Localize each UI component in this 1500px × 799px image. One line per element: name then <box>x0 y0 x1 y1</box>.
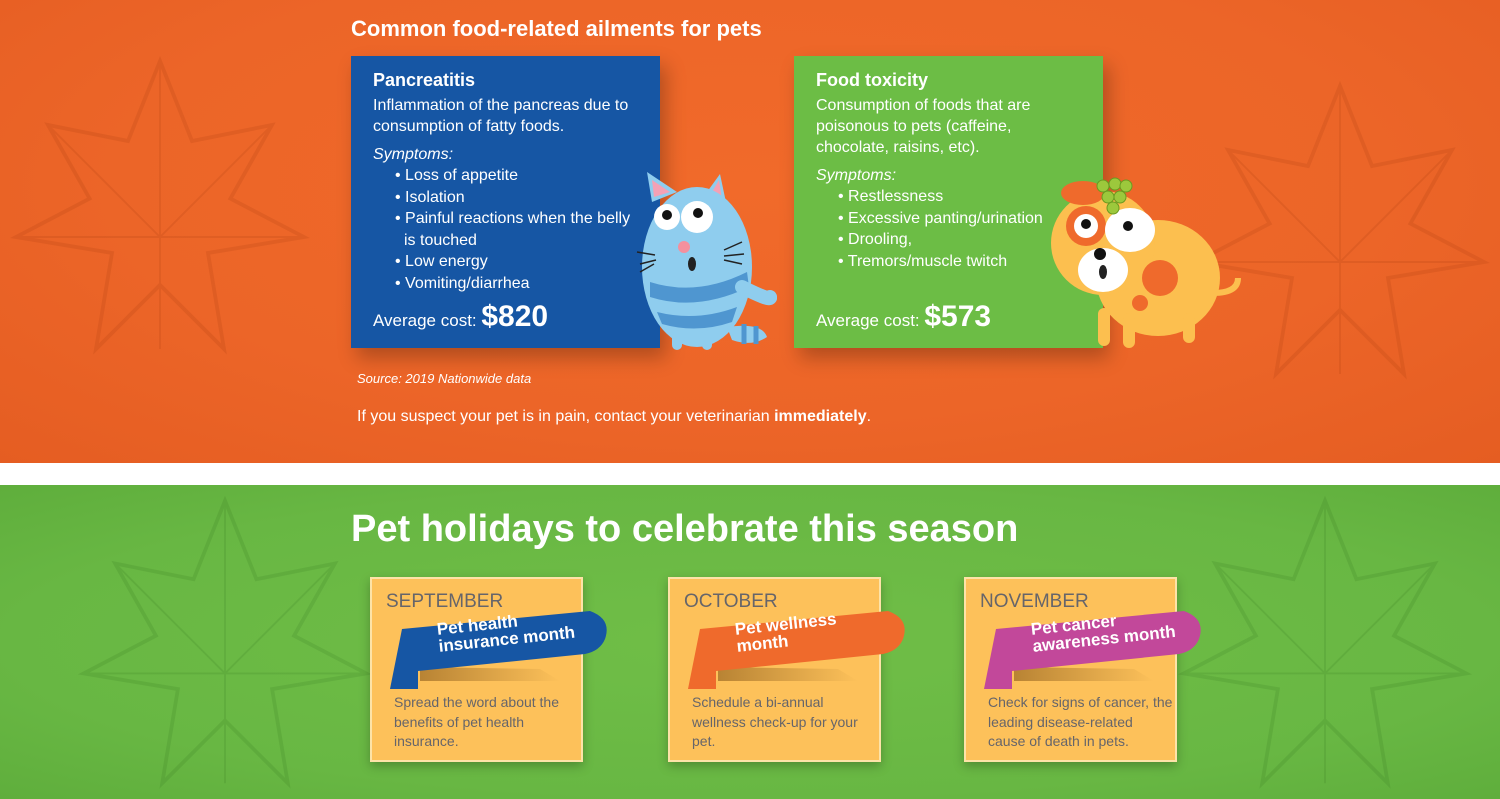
holiday-ribbon: Pet wellness month <box>688 609 910 694</box>
holiday-description: Check for signs of cancer, the leading d… <box>988 694 1173 749</box>
holiday-description: Spread the word about the benefits of pe… <box>394 694 560 749</box>
month-label: OCTOBER <box>684 591 778 612</box>
pancreatitis-card: Pancreatitis Inflammation of the pancrea… <box>351 56 660 348</box>
note-bold: immediately <box>774 408 867 425</box>
holidays-title: Pet holidays to celebrate this season <box>351 508 1019 550</box>
symptom-item: Painful reactions when the belly is touc… <box>395 208 638 251</box>
ailments-title: Common food-related ailments for pets <box>351 16 762 41</box>
average-cost: Average cost: $573 <box>816 300 991 334</box>
cat-illustration-icon <box>636 172 777 350</box>
cost-value: $573 <box>924 300 992 333</box>
source-note: Source: 2019 Nationwide data <box>357 371 532 386</box>
symptom-item: Excessive panting/urination <box>838 208 1081 230</box>
cost-label: Average cost: <box>373 311 477 330</box>
vet-advice: If you suspect your pet is in pain, cont… <box>357 408 871 426</box>
symptom-item: Isolation <box>395 187 638 209</box>
symptom-list: Restlessness Excessive panting/urination… <box>816 186 1081 272</box>
leaf-decoration-icon <box>1190 80 1490 380</box>
holiday-ribbon: Pet cancer awareness month <box>984 609 1206 694</box>
card-description: Consumption of foods that are poisonous … <box>816 97 1031 156</box>
holiday-description: Schedule a bi-annual wellness check-up f… <box>692 694 858 749</box>
symptom-item: Restlessness <box>838 186 1081 208</box>
ailments-section: Common food-related ailments for pets Pa… <box>0 0 1500 463</box>
card-title: Pancreatitis <box>373 70 476 90</box>
holiday-ribbon: Pet health insurance month <box>390 609 612 694</box>
symptom-list: Loss of appetite Isolation Painful react… <box>373 165 638 294</box>
cost-label: Average cost: <box>816 311 920 330</box>
symptom-item: Vomiting/diarrhea <box>395 273 638 295</box>
holiday-card-november: NOVEMBER Pet cancer awareness month Check… <box>964 577 1201 762</box>
leaf-decoration-icon <box>10 55 310 355</box>
card-description: Inflammation of the pancreas due to cons… <box>373 97 629 135</box>
leaf-decoration-icon <box>1177 495 1473 789</box>
symptom-item: Loss of appetite <box>395 165 638 187</box>
note-text: If you suspect your pet is in pain, cont… <box>357 408 775 425</box>
card-title: Food toxicity <box>816 70 928 90</box>
symptom-item: Drooling, <box>838 229 1081 251</box>
symptoms-label: Symptoms: <box>373 146 454 163</box>
leaf-decoration-icon <box>77 495 373 789</box>
cost-value: $820 <box>481 300 549 333</box>
holiday-card-october: OCTOBER Pet wellness month Schedule a bi-… <box>668 577 905 762</box>
month-label: NOVEMBER <box>980 591 1089 612</box>
symptoms-label: Symptoms: <box>816 167 897 184</box>
symptom-item: Low energy <box>395 251 638 273</box>
food-toxicity-card: Food toxicity Consumption of foods that … <box>794 56 1103 348</box>
note-end: . <box>866 408 872 425</box>
symptom-item: Tremors/muscle twitch <box>838 251 1081 273</box>
month-label: SEPTEMBER <box>386 591 504 612</box>
average-cost: Average cost: $820 <box>373 300 548 334</box>
holiday-card-september: SEPTEMBER Pet health insurance month Spre… <box>370 577 607 762</box>
dog-illustration-icon <box>1051 177 1241 348</box>
